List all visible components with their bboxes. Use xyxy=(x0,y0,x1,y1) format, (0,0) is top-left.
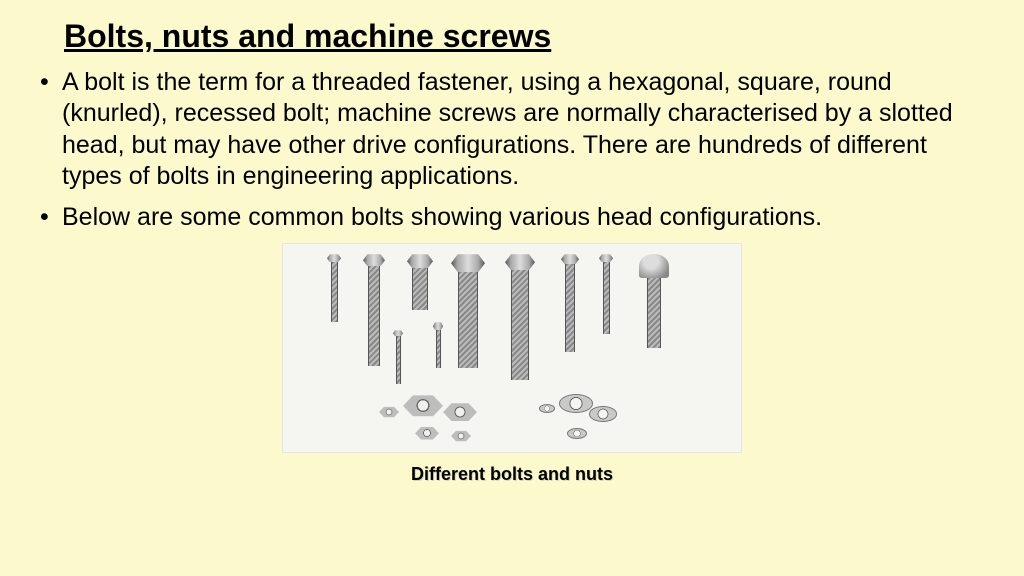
figure-area: Different bolts and nuts xyxy=(40,243,984,485)
washer-icon xyxy=(589,406,617,421)
bolt-icon xyxy=(393,330,403,384)
bullet-item: A bolt is the term for a threaded fasten… xyxy=(40,67,984,192)
bullet-item: Below are some common bolts showing vari… xyxy=(40,202,984,233)
nut-icon xyxy=(403,394,443,417)
slide: Bolts, nuts and machine screws A bolt is… xyxy=(0,0,1024,495)
washer-icon xyxy=(567,428,587,439)
bolt-icon xyxy=(505,254,535,380)
figure-caption: Different bolts and nuts xyxy=(40,464,984,485)
bolt-icon xyxy=(433,322,443,368)
slide-title: Bolts, nuts and machine screws xyxy=(64,18,984,55)
nut-icon xyxy=(379,406,399,418)
bolts-nuts-illustration xyxy=(282,243,742,453)
bolt-icon xyxy=(639,254,669,348)
bolt-icon xyxy=(363,254,385,366)
washer-icon xyxy=(559,394,593,413)
bolt-icon xyxy=(327,254,341,322)
bolt-icon xyxy=(451,254,485,368)
bullet-list: A bolt is the term for a threaded fasten… xyxy=(40,67,984,233)
washer-icon xyxy=(539,404,555,413)
bolt-icon xyxy=(561,254,579,352)
nut-icon xyxy=(443,402,477,422)
bolt-icon xyxy=(407,254,433,310)
nut-icon xyxy=(415,426,439,440)
nut-icon xyxy=(451,430,471,442)
bolt-icon xyxy=(599,254,613,334)
